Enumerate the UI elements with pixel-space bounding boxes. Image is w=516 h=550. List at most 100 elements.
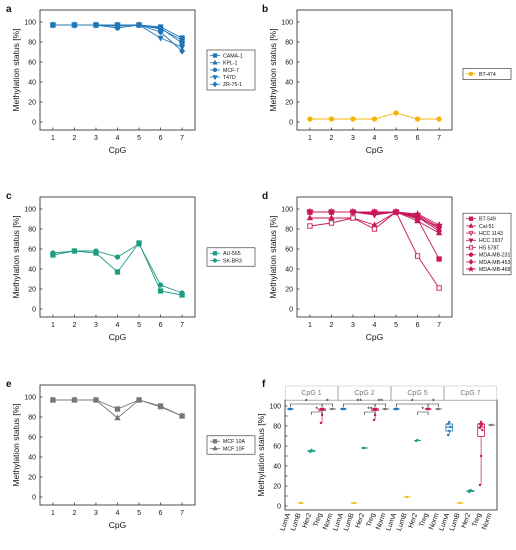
data-point <box>157 288 164 294</box>
x-tick-label: 4 <box>116 510 120 517</box>
y-tick-label: 100 <box>281 207 293 214</box>
data-point <box>49 21 56 29</box>
data-point <box>414 116 421 122</box>
significance-bracket <box>417 411 429 415</box>
data-point <box>436 256 442 262</box>
legend-label: MCF 10A <box>223 439 245 445</box>
y-tick-label: 40 <box>285 80 293 87</box>
group-label: CpG 2 <box>354 390 374 397</box>
x-axis-label: CpG <box>366 145 383 155</box>
x-tick-label: 4 <box>116 135 120 142</box>
data-point <box>178 44 186 51</box>
legend-label: CAMA-1 <box>223 53 243 59</box>
legend-box <box>206 435 256 455</box>
legend-marker <box>212 53 218 58</box>
data-point <box>50 250 56 256</box>
y-tick-label: 40 <box>273 464 281 471</box>
legend-marker <box>212 75 218 81</box>
data-point <box>490 423 493 427</box>
x-tick-label: 3 <box>351 322 355 329</box>
legend-label: BT-474 <box>479 72 496 78</box>
panel-letter: e <box>6 379 12 390</box>
x-tick-label: 5 <box>394 322 398 329</box>
data-point <box>157 35 164 42</box>
data-point <box>371 226 378 232</box>
box-luma <box>445 420 454 437</box>
data-point <box>478 422 482 426</box>
legend-marker <box>212 439 218 444</box>
x-tick-label: 3 <box>94 135 98 142</box>
box-her2 <box>414 438 421 443</box>
data-point <box>179 47 186 55</box>
plot-frame <box>296 9 453 131</box>
data-point <box>114 406 121 412</box>
x-tick-label: 5 <box>137 510 141 517</box>
x-tick-label: 6 <box>159 510 163 517</box>
significance-label: * <box>315 407 318 414</box>
plot-frame <box>39 384 196 506</box>
category-label: Her2 <box>355 512 367 529</box>
y-tick-label: 20 <box>273 484 281 491</box>
legend-marker <box>468 258 474 265</box>
panel-letter: b <box>262 4 268 15</box>
legend-marker <box>212 251 218 256</box>
data-point <box>136 21 143 29</box>
legend-label: HS 578T <box>479 245 500 251</box>
data-point <box>342 407 345 411</box>
series-mcf-10f <box>49 396 186 421</box>
data-point <box>437 407 440 411</box>
legend-marker <box>468 252 474 257</box>
data-point <box>469 488 472 492</box>
panel-letter: f <box>262 379 266 390</box>
box-lumb <box>297 501 305 505</box>
category-label: Her2 <box>408 512 420 529</box>
y-axis-label: Methylation status [%] <box>256 413 266 496</box>
x-tick-label: 6 <box>416 322 420 329</box>
legend-marker <box>212 59 218 65</box>
x-tick-label: 5 <box>137 135 141 142</box>
group-header <box>338 385 391 401</box>
x-tick-label: 2 <box>72 135 76 142</box>
y-tick-label: 60 <box>285 60 293 67</box>
x-tick-label: 2 <box>329 135 333 142</box>
data-point <box>350 215 356 221</box>
y-tick-label: 60 <box>285 247 293 254</box>
data-point <box>448 429 451 433</box>
y-tick-label: 0 <box>289 120 293 127</box>
group-header <box>444 385 497 401</box>
data-point <box>331 407 334 411</box>
legend-label: MDA-MB-468 <box>479 267 511 273</box>
legend-label: MDA-MB-231 <box>479 253 511 259</box>
data-point <box>393 110 399 116</box>
data-point <box>306 214 314 221</box>
y-tick-label: 100 <box>269 404 281 411</box>
box-norm <box>488 423 496 427</box>
box-lumb <box>350 501 358 505</box>
data-point <box>310 448 313 452</box>
data-point <box>179 40 185 46</box>
data-point <box>395 407 398 411</box>
x-tick-label: 3 <box>94 322 98 329</box>
series-sk-br3 <box>50 241 185 296</box>
data-point <box>435 220 444 229</box>
data-point <box>448 420 451 424</box>
legend-marker <box>212 258 218 263</box>
y-tick-label: 40 <box>28 455 36 462</box>
y-tick-label: 100 <box>281 20 293 27</box>
data-point <box>436 285 442 291</box>
data-point <box>49 396 57 403</box>
significance-label: * <box>326 399 329 406</box>
legend-marker <box>467 265 475 272</box>
data-point <box>71 21 78 29</box>
data-point <box>446 433 450 437</box>
x-tick-label: 7 <box>180 510 184 517</box>
data-point <box>93 248 99 254</box>
panel-a: a 0 20 40 60 80 100 1 2 3 4 5 6 7 CpG Methylation statu… <box>6 4 256 155</box>
y-axis-label: Methylation status [%] <box>11 215 21 298</box>
series-mda-mb-468 <box>305 207 444 229</box>
y-tick-label: 20 <box>285 100 293 107</box>
data-point <box>468 490 471 494</box>
data-point <box>114 22 121 30</box>
